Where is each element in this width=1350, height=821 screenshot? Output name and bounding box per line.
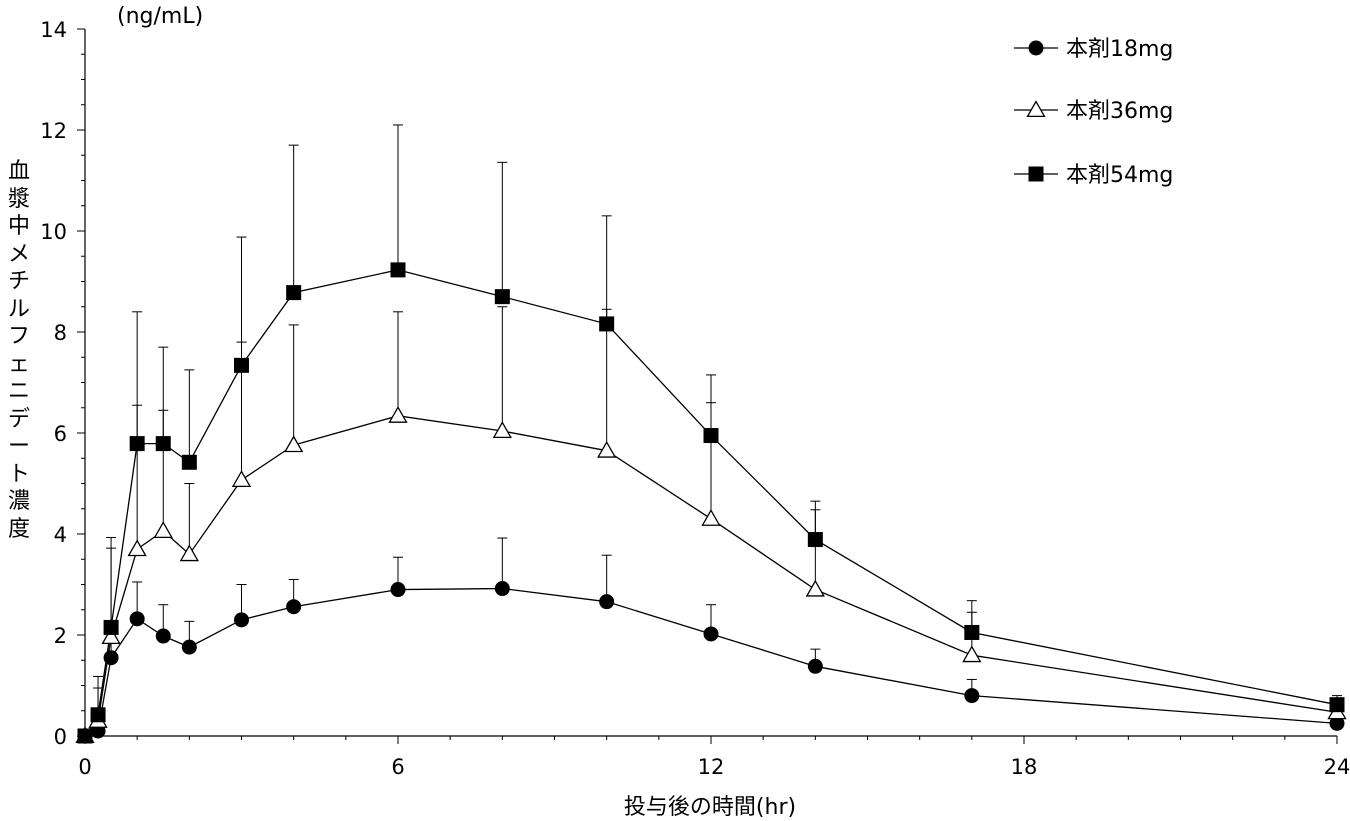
x-tick-label: 0 bbox=[78, 755, 91, 779]
data-point-series-1 bbox=[492, 421, 512, 439]
data-point-series-0 bbox=[286, 599, 302, 615]
data-point-series-0 bbox=[129, 611, 145, 627]
data-point-series-0 bbox=[599, 594, 615, 610]
x-tick-label: 12 bbox=[698, 755, 725, 779]
legend-label: 本剤36mg bbox=[1066, 99, 1173, 124]
data-point-series-2 bbox=[599, 316, 615, 332]
x-tick-label: 6 bbox=[391, 755, 404, 779]
legend-marker bbox=[1028, 40, 1044, 56]
y-tick-label: 6 bbox=[54, 422, 67, 446]
legend-marker bbox=[1028, 166, 1044, 182]
data-point-series-2 bbox=[181, 454, 197, 470]
y-tick-label: 14 bbox=[40, 18, 67, 42]
data-point-series-2 bbox=[286, 285, 302, 301]
data-point-series-1 bbox=[597, 440, 617, 458]
data-point-series-1 bbox=[153, 521, 173, 538]
x-axis-label: 投与後の時間(hr) bbox=[623, 795, 797, 820]
data-point-series-0 bbox=[390, 582, 406, 598]
data-point-series-2 bbox=[129, 436, 145, 452]
data-point-series-1 bbox=[179, 544, 199, 562]
y-tick-label: 8 bbox=[54, 321, 67, 345]
y-tick-label: 12 bbox=[40, 119, 67, 143]
data-point-series-2 bbox=[90, 707, 106, 723]
data-point-series-1 bbox=[805, 579, 825, 597]
data-point-series-1 bbox=[388, 406, 408, 423]
data-point-series-2 bbox=[234, 357, 249, 373]
data-point-series-1 bbox=[231, 470, 252, 487]
y-tick-label: 10 bbox=[40, 220, 67, 244]
legend-label: 本剤18mg bbox=[1066, 37, 1173, 62]
data-point-series-0 bbox=[807, 658, 823, 674]
legend-label: 本剤54mg bbox=[1066, 163, 1173, 188]
data-point-series-0 bbox=[964, 688, 980, 704]
series-markers bbox=[75, 262, 1347, 744]
data-point-series-0 bbox=[494, 581, 510, 597]
y-axis-label: 血漿中メチルフェニデート濃度 bbox=[7, 159, 30, 542]
data-point-series-0 bbox=[1329, 715, 1345, 731]
y-unit-label: (ng/mL) bbox=[117, 4, 204, 29]
data-point-series-1 bbox=[962, 645, 982, 663]
data-point-series-2 bbox=[964, 624, 980, 640]
data-point-series-2 bbox=[103, 619, 119, 635]
data-point-series-2 bbox=[77, 728, 93, 744]
data-point-series-2 bbox=[807, 532, 823, 548]
data-point-series-2 bbox=[155, 436, 171, 452]
data-point-series-0 bbox=[181, 639, 197, 655]
data-point-series-2 bbox=[703, 428, 719, 444]
data-point-series-1 bbox=[127, 539, 147, 557]
error-bars bbox=[93, 124, 1342, 731]
data-point-series-2 bbox=[494, 289, 510, 305]
data-point-series-2 bbox=[390, 262, 406, 278]
data-point-series-1 bbox=[284, 435, 304, 453]
data-point-series-1 bbox=[101, 627, 121, 645]
y-tick-label: 2 bbox=[54, 624, 67, 648]
legend: 本剤18mg 本剤36mg 本剤54mg bbox=[1014, 37, 1173, 188]
data-point-series-0 bbox=[155, 628, 171, 644]
y-tick-label: 0 bbox=[54, 725, 67, 749]
data-point-series-0 bbox=[703, 626, 719, 642]
x-tick-label: 18 bbox=[1011, 755, 1038, 779]
data-point-series-0 bbox=[103, 650, 119, 666]
x-tick-label: 24 bbox=[1324, 755, 1350, 779]
legend-marker bbox=[1026, 100, 1046, 118]
data-point-series-1 bbox=[701, 509, 721, 526]
data-point-series-2 bbox=[1329, 697, 1345, 713]
y-tick-label: 4 bbox=[54, 523, 67, 547]
data-point-series-0 bbox=[234, 612, 249, 628]
